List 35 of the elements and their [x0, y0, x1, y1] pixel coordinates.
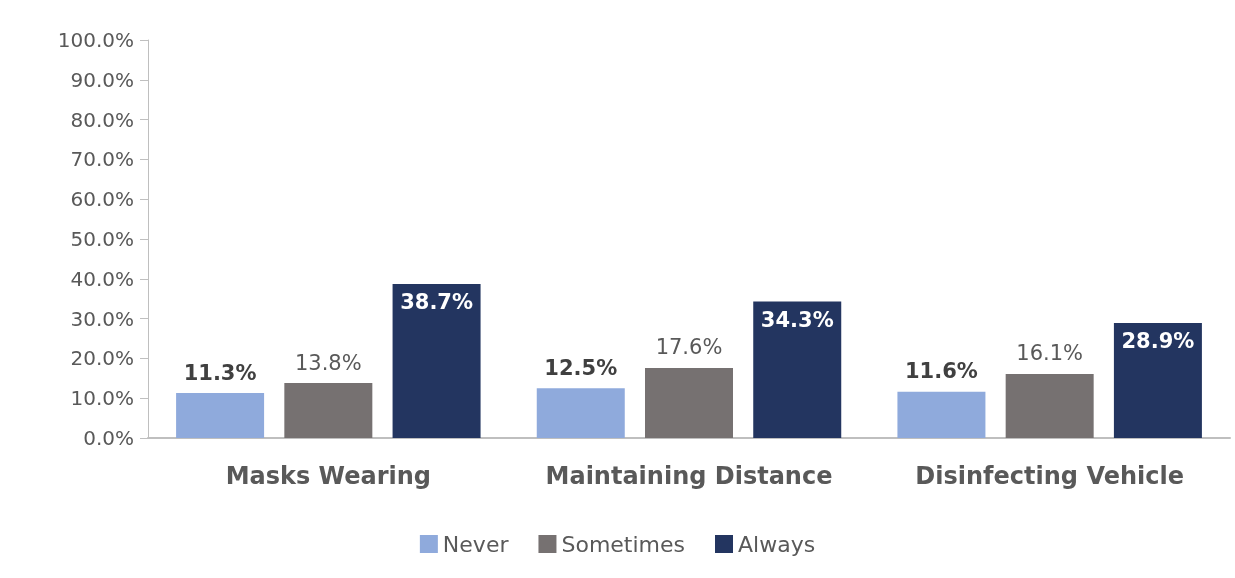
- y-tick-label: 50.0%: [70, 227, 134, 251]
- y-tick-label: 90.0%: [70, 67, 134, 92]
- bar: [176, 393, 265, 438]
- x-tick-label: Disinfecting Vehicle: [915, 462, 1184, 490]
- legend-label: Always: [738, 531, 816, 557]
- x-tick-label: Masks Wearing: [225, 462, 432, 490]
- data-label: 38.7%: [400, 290, 473, 315]
- bar: [897, 391, 986, 438]
- data-label: 28.9%: [1121, 329, 1195, 354]
- y-tick-label: 20.0%: [70, 346, 134, 371]
- bar: [645, 367, 733, 438]
- data-label: 11.6%: [905, 359, 978, 384]
- y-tick-label: 40.0%: [70, 266, 134, 291]
- legend-label: Never: [442, 531, 510, 557]
- x-tick-label: Maintaining Distance: [545, 462, 833, 490]
- bar: [392, 283, 481, 438]
- y-tick-label: 70.0%: [70, 147, 134, 172]
- data-label: 11.3%: [183, 360, 257, 385]
- bar: [536, 388, 625, 438]
- data-label: 16.1%: [1016, 341, 1084, 366]
- data-label: 13.8%: [294, 350, 362, 375]
- y-tick-label: 0.0%: [83, 426, 134, 450]
- bar: [1005, 373, 1094, 438]
- bar: [753, 301, 842, 438]
- bar: [284, 383, 373, 438]
- data-label: 12.5%: [544, 355, 618, 380]
- y-tick-label: 100.0%: [57, 28, 134, 52]
- y-tick-label: 60.0%: [70, 187, 134, 212]
- data-label: 17.6%: [655, 335, 723, 360]
- y-tick-label: 10.0%: [70, 386, 134, 411]
- y-tick-label: 30.0%: [70, 306, 134, 331]
- bar: [1113, 322, 1202, 438]
- legend-label: Sometimes: [561, 531, 686, 557]
- y-tick-label: 80.0%: [70, 107, 134, 132]
- data-label: 34.3%: [760, 307, 834, 332]
